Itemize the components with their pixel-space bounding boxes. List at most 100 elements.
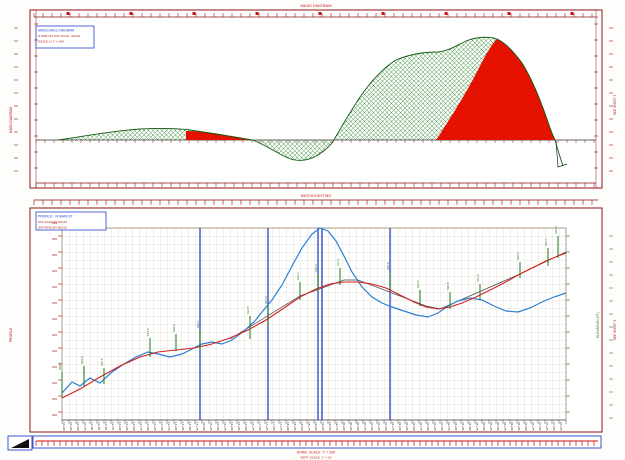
station-label: 10+50	[76, 422, 80, 431]
footer-scale-bar-box	[32, 435, 602, 449]
station-label: 22+25	[405, 422, 409, 431]
station-label: 20+00	[342, 422, 346, 431]
station-label: 15+25	[209, 422, 213, 431]
footer-scale-label-1: HORIZ. SCALE: 1" = 100'	[297, 451, 336, 455]
station-label: 27+25	[545, 422, 549, 431]
elevation-label: 610	[52, 381, 57, 385]
station-label: 16+50	[244, 422, 248, 431]
station-label: 10+00	[62, 422, 66, 431]
existing-ground-line	[61, 227, 567, 394]
overhaul-area-small-hatch	[186, 131, 250, 140]
mass-title-box	[35, 25, 95, 49]
mass-title-line3: SCALE: H 1" = 100'	[38, 40, 65, 44]
station-label: 17+50	[272, 422, 276, 431]
profile-title-box	[35, 211, 107, 231]
mass-area-below-datum	[252, 140, 334, 161]
station-label: 18+50	[300, 422, 304, 431]
station-label: 19+75	[335, 422, 339, 431]
profile-title-line3: DATUM ELEV 600.00	[38, 226, 67, 230]
ruler-marker	[318, 12, 322, 15]
station-label: 17+75	[279, 422, 283, 431]
station-label: 26+75	[531, 422, 535, 431]
station-label: 21+00	[370, 422, 374, 431]
elevation-label: 660	[52, 221, 57, 225]
profile-title-line1: PROFILE - N MAIN ST	[38, 215, 73, 219]
right-margin-label-bottom: SEE SHEET 3	[613, 320, 617, 341]
station-label: 13+50	[160, 422, 164, 431]
sheet-top-label: MASS DIAGRAM	[300, 3, 331, 8]
right-elevation-axis-label: ELEVATION (FT)	[596, 312, 600, 338]
mass-title-line1: MASS HAUL DIAGRAM	[38, 29, 74, 33]
station-label: 26+25	[517, 422, 521, 431]
station-label: 12+00	[118, 422, 122, 431]
elevation-label: 635	[52, 301, 57, 305]
elevation-label: 630	[52, 317, 57, 321]
station-label: 21+50	[384, 422, 388, 431]
ruler-marker	[192, 12, 196, 15]
generated-ticks: 10+00 10+25 10+50 10+75 11+00 11+25 11+50 11+75…	[14, 12, 613, 446]
mass-haul-curve	[57, 36, 564, 167]
station-label: 18+75	[307, 422, 311, 431]
green-callout-label: 609.0	[80, 356, 84, 364]
north-arrow-icon	[11, 439, 29, 448]
green-callout-label: 627.9	[264, 296, 268, 304]
profile-panel: 608.2 609.0 610.5 614.8 618.0 620.1 624.5 627.9…	[29, 207, 603, 433]
mass-diagram-panel: MASS HAUL DIAGRAM N MAIN ST STA 10+00 - …	[29, 9, 603, 189]
station-label: 14+50	[188, 422, 192, 431]
station-label: 23+25	[433, 422, 437, 431]
station-label: 12+75	[139, 422, 143, 431]
station-label: 23+75	[447, 422, 451, 431]
station-label: 10+25	[69, 422, 73, 431]
profile-grid	[61, 227, 567, 421]
green-callout-label: 631.5	[416, 280, 420, 288]
station-label: 12+50	[132, 422, 136, 431]
ruler-marker	[381, 12, 385, 15]
green-callout-label: 624.5	[246, 306, 250, 314]
green-callout-label: 610.5	[100, 358, 104, 366]
elevation-label: 625	[52, 333, 57, 337]
station-label: 25+00	[482, 422, 486, 431]
station-label: 16+25	[237, 422, 241, 431]
right-margin-label-top: SEE SHEET 3	[613, 95, 617, 116]
left-margin-label-bottom: PROFILE	[9, 327, 13, 342]
green-callout-label: 630.8	[446, 282, 450, 290]
between-panels-label: MATCH EXISTING	[301, 194, 331, 198]
station-label: 20+25	[349, 422, 353, 431]
station-label: 27+75	[559, 422, 563, 431]
elevation-label: 655	[52, 237, 57, 241]
green-callout-label: 640.2	[516, 252, 520, 260]
station-label: 13+00	[146, 422, 150, 431]
elevation-label: 640	[52, 285, 57, 289]
station-label: 25+50	[496, 422, 500, 431]
station-label: 15+00	[202, 422, 206, 431]
station-label: 26+50	[524, 422, 528, 431]
ruler-marker	[66, 12, 70, 15]
station-label: 13+25	[153, 422, 157, 431]
station-label: 17+25	[265, 422, 269, 431]
green-callout-label: 618.0	[172, 324, 176, 332]
station-label: 15+50	[216, 422, 220, 431]
footer-scale-label-2: VERT. SCALE: 1" = 10'	[300, 456, 332, 460]
green-callout-label: 637.2	[336, 258, 340, 266]
station-label: 19+50	[328, 422, 332, 431]
mass-title-line2: N MAIN ST STA 10+00 - 60+00	[38, 34, 80, 38]
overhaul-area-large-hatch	[436, 39, 555, 140]
station-label: 14+25	[181, 422, 185, 431]
ruler-marker	[444, 12, 448, 15]
station-label: 27+50	[552, 422, 556, 431]
station-label: 15+75	[223, 422, 227, 431]
elevation-label: 615	[52, 365, 57, 369]
curve-end-leader	[555, 140, 568, 168]
station-label: 24+00	[454, 422, 458, 431]
station-label: 10+75	[83, 422, 87, 431]
green-callout-label: 608.2	[58, 362, 62, 370]
station-label: 16+00	[230, 422, 234, 431]
station-label: 18+25	[293, 422, 297, 431]
left-margin-label-top: MASS DIAGRAM	[9, 107, 13, 134]
green-callout-label: 614.8	[146, 328, 150, 336]
station-label: 23+50	[440, 422, 444, 431]
ruler-marker	[507, 12, 511, 15]
green-callout-label: 648.0	[554, 226, 558, 234]
station-label: 11+25	[97, 422, 101, 431]
